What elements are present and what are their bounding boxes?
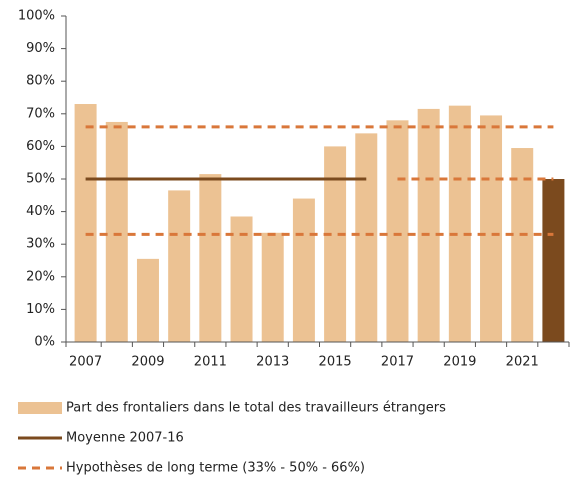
x-tick-label: 2019 xyxy=(443,355,476,370)
y-tick-label: 70% xyxy=(26,106,55,121)
legend-swatch xyxy=(18,402,62,414)
legend-label: Hypothèses de long terme (33% - 50% - 66… xyxy=(66,461,365,476)
bar xyxy=(168,190,191,342)
y-tick-label: 30% xyxy=(26,237,55,252)
x-tick-label: 2007 xyxy=(69,355,102,370)
y-tick-label: 40% xyxy=(26,204,55,219)
bar xyxy=(105,121,128,342)
x-tick-label: 2017 xyxy=(381,355,414,370)
bar xyxy=(511,148,534,342)
bar xyxy=(355,133,378,342)
x-tick-label: 2009 xyxy=(131,355,164,370)
x-tick-label: 2021 xyxy=(506,355,539,370)
bar xyxy=(199,174,222,342)
bar xyxy=(417,108,440,342)
bar xyxy=(386,120,409,342)
bar xyxy=(448,105,471,343)
y-tick-label: 20% xyxy=(26,269,55,284)
y-tick-label: 50% xyxy=(26,172,55,187)
y-tick-label: 80% xyxy=(26,74,55,89)
y-tick-label: 100% xyxy=(18,9,55,24)
bar xyxy=(74,104,97,343)
x-tick-label: 2015 xyxy=(319,355,352,370)
bar xyxy=(324,146,347,342)
bar xyxy=(261,232,284,342)
legend-label: Part des frontaliers dans le total des t… xyxy=(66,401,446,416)
bar xyxy=(480,115,503,343)
y-tick-label: 60% xyxy=(26,139,55,154)
y-tick-label: 90% xyxy=(26,41,55,56)
y-tick-label: 10% xyxy=(26,302,55,317)
x-tick-label: 2011 xyxy=(194,355,227,370)
bar xyxy=(542,179,565,342)
legend-label: Moyenne 2007-16 xyxy=(66,431,184,446)
y-tick-label: 0% xyxy=(34,335,55,350)
bar xyxy=(292,198,315,342)
bar xyxy=(230,216,253,342)
x-tick-label: 2013 xyxy=(256,355,289,370)
bar xyxy=(136,258,159,342)
